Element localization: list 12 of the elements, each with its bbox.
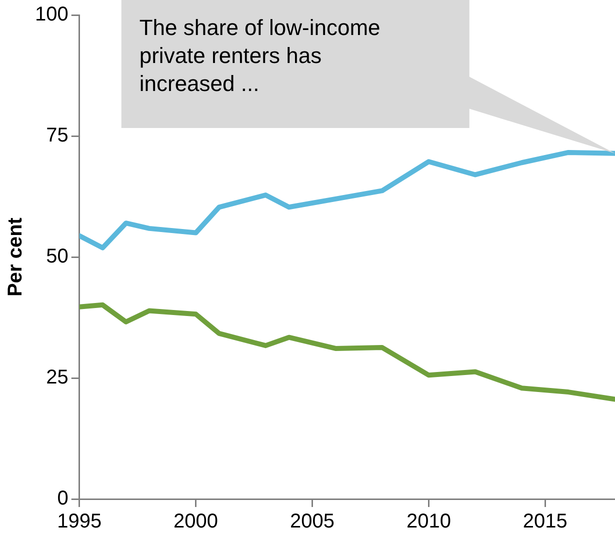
annotation: The share of low-income private renters has increased ... (139, 15, 380, 96)
y-tick-label: 0 (57, 488, 68, 510)
x-tick-label: 1995 (57, 510, 102, 533)
y-tick-label: 25 (46, 366, 68, 389)
y-tick-label: 100 (34, 4, 68, 26)
x-tick-label: 2010 (406, 510, 451, 533)
y-axis-title: Per cent (4, 217, 27, 296)
x-tick-label: 2005 (290, 510, 334, 533)
x-tick-label: 2015 (522, 510, 568, 533)
x-tick-label: 2000 (174, 510, 218, 533)
y-tick-label: 50 (46, 246, 68, 268)
y-tick-label: 75 (46, 124, 68, 147)
